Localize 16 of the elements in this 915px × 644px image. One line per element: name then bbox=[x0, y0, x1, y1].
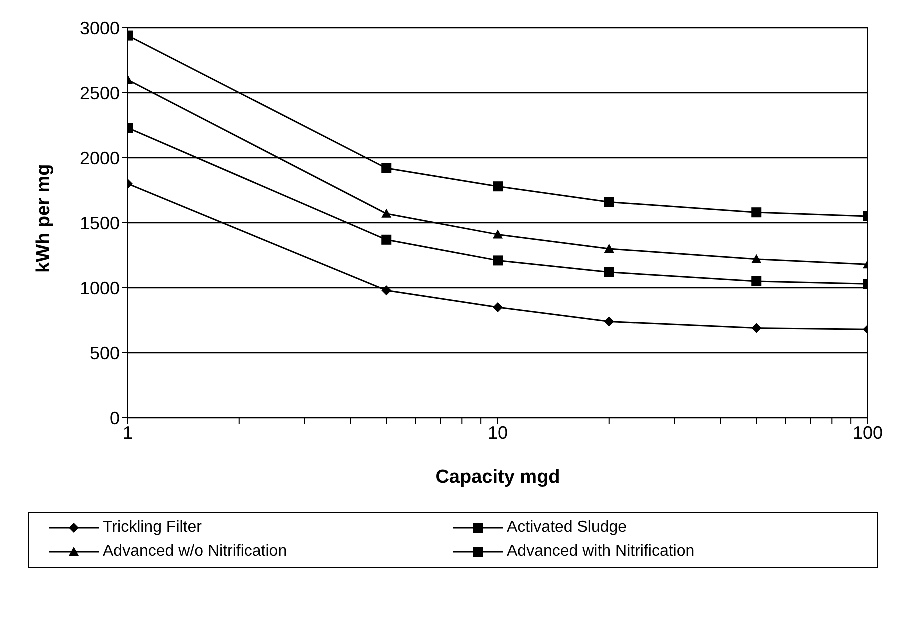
y-axis-title: kWh per mg bbox=[34, 164, 55, 273]
legend-label: Advanced with Nitrification bbox=[507, 543, 695, 561]
y-tick-label: 0 bbox=[110, 408, 120, 428]
y-tick-label: 500 bbox=[90, 343, 120, 364]
x-axis-title: Capacity mgd bbox=[436, 467, 560, 488]
legend-label: Activated Sludge bbox=[507, 519, 628, 537]
x-tick-label: 1 bbox=[122, 422, 134, 443]
y-tick-label: 2500 bbox=[80, 83, 120, 104]
x-tick-label: 100 bbox=[852, 422, 884, 443]
legend-label: Advanced w/o Nitrification bbox=[103, 543, 288, 561]
y-tick-label: 1500 bbox=[80, 213, 120, 234]
x-tick-label: 10 bbox=[488, 422, 508, 443]
y-tick-label: 1000 bbox=[80, 278, 120, 298]
y-tick-label: 2000 bbox=[80, 148, 120, 168]
legend-label: Trickling Filter bbox=[103, 519, 202, 537]
y-tick-label: 3000 bbox=[80, 18, 120, 38]
